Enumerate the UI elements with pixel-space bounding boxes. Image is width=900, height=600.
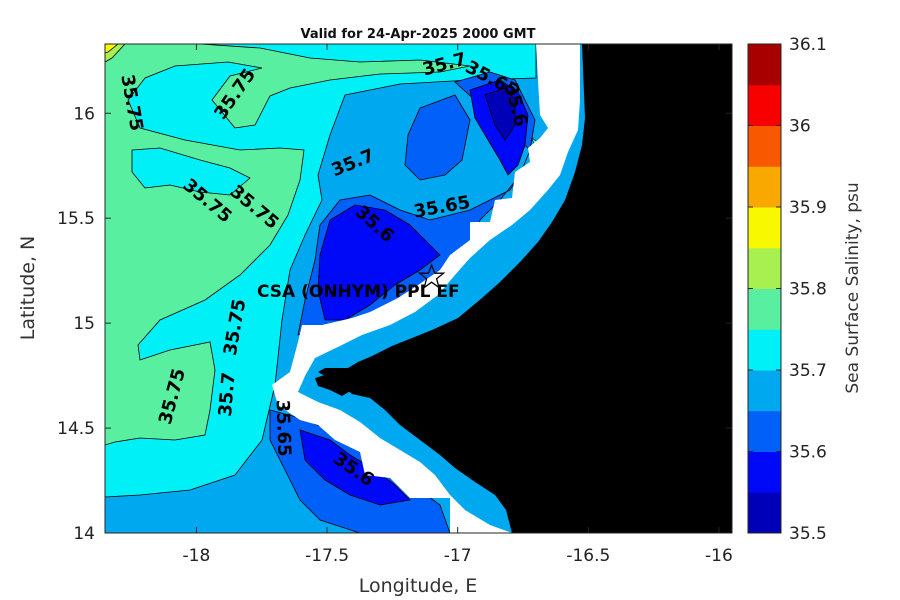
salinity-band-35-5 xyxy=(484,87,516,141)
colorbar-swatch xyxy=(748,451,781,493)
site-marker: CSA (ONHYM) PPL EF xyxy=(257,263,460,302)
cape-verde-point xyxy=(315,372,352,396)
x-tick-label: -17.5 xyxy=(305,546,349,566)
no-data-region xyxy=(272,44,580,533)
x-tick-label: -16 xyxy=(705,546,733,566)
salinity-band-35-75 xyxy=(105,44,471,446)
y-tick-label: 14.5 xyxy=(57,419,95,439)
x-axis-ticks: -18 -17.5 -17 -16.5 -16 xyxy=(183,44,733,566)
land-mass xyxy=(318,44,732,533)
colorbar-tick-label: 36 xyxy=(789,117,811,137)
salinity-band-35-7-inner xyxy=(131,147,251,196)
salinity-band-35-85 xyxy=(105,44,119,54)
colorbar-swatch xyxy=(748,125,781,167)
x-tick-label: -16.5 xyxy=(566,546,610,566)
y-tick-label: 16 xyxy=(73,104,95,124)
colorbar-swatch xyxy=(748,329,781,371)
colorbar-swatch xyxy=(748,44,781,86)
salinity-band-35-6-north xyxy=(404,94,471,181)
colorbar-swatch xyxy=(748,288,781,330)
salinity-band-35-55-mid xyxy=(317,204,441,321)
x-tick-label: -18 xyxy=(183,546,211,566)
colorbar-tick-label: 35.9 xyxy=(789,198,827,218)
colorbar-swatch xyxy=(748,370,781,412)
colorbar xyxy=(748,44,781,534)
contour-label: 35.65 xyxy=(272,399,295,457)
colorbar-swatch xyxy=(748,410,781,452)
site-label: CSA (ONHYM) PPL EF xyxy=(257,282,460,302)
colorbar-tick-label: 35.5 xyxy=(789,524,827,544)
star-icon xyxy=(417,263,446,290)
colorbar-ticks: 36.1 36 35.9 35.8 35.7 35.6 35.5 xyxy=(748,35,827,544)
colorbar-swatch xyxy=(748,166,781,208)
colorbar-label: Sea Surface Salinity, psu xyxy=(843,182,863,393)
colorbar-swatch xyxy=(748,84,781,126)
map-plot-area xyxy=(105,44,732,533)
y-axis-ticks: 16 15.5 15 14.5 14 xyxy=(57,104,732,544)
colorbar-swatch xyxy=(748,207,781,249)
y-tick-label: 15 xyxy=(73,314,95,334)
colorbar-tick-label: 35.7 xyxy=(789,361,827,381)
contour-label: 35.7 xyxy=(215,371,240,417)
plot-frame xyxy=(104,43,733,534)
salinity-band-35-55-south xyxy=(299,429,411,506)
figure-title: Valid for 24-Apr-2025 2000 GMT xyxy=(301,27,536,42)
x-tick-label: -17 xyxy=(444,546,472,566)
colorbar-tick-label: 35.8 xyxy=(789,280,827,300)
y-tick-label: 15.5 xyxy=(57,209,95,229)
colorbar-swatch xyxy=(748,492,781,534)
x-axis-label: Longitude, E xyxy=(359,575,478,597)
y-axis-label: Latitude, N xyxy=(17,236,39,341)
colorbar-swatch xyxy=(748,247,781,289)
y-tick-label: 14 xyxy=(73,524,95,544)
colorbar-tick-label: 36.1 xyxy=(789,35,827,55)
colorbar-tick-label: 35.6 xyxy=(789,443,827,463)
